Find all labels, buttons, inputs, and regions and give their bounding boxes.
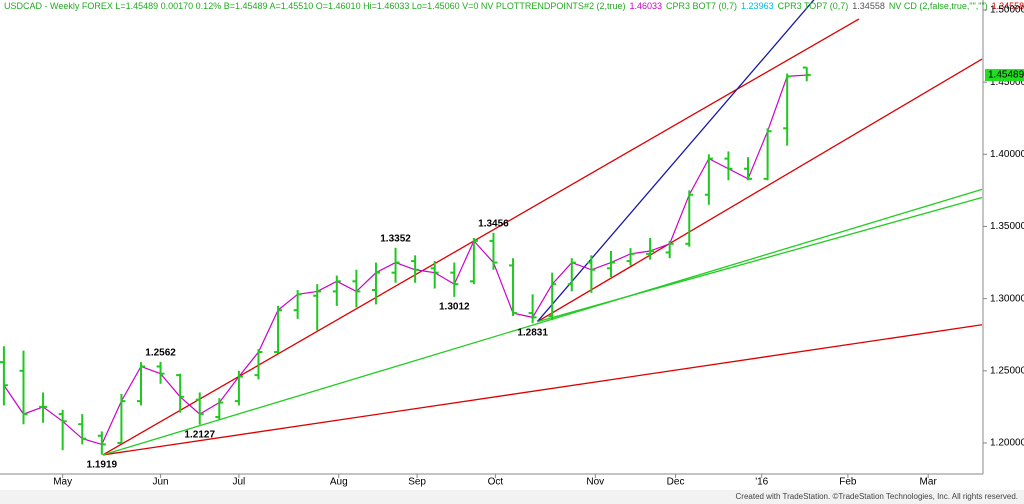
- close-line: [3, 74, 807, 446]
- header: USDCAD - Weekly FOREX L=1.45489 0.00170 …: [4, 1, 1024, 11]
- x-tick-label: Jun: [153, 477, 169, 488]
- swing-label: 1.1919: [87, 459, 118, 470]
- header-segment: 1.34558: [992, 1, 1024, 11]
- y-tick-label: 1.50000: [990, 5, 1024, 16]
- trend-line: [536, 0, 815, 323]
- last-price-tag: [985, 69, 1024, 82]
- y-tick-label: 1.35000: [990, 221, 1024, 232]
- swing-label: 1.3456: [478, 218, 509, 229]
- header-segment: 1.34558: [852, 1, 885, 11]
- x-tick-label: Aug: [330, 477, 348, 488]
- footer: Created with TradeStation. ©TradeStation…: [736, 492, 1019, 501]
- y-tick-label: 1.45000: [990, 77, 1024, 88]
- header-segment: 1.23963: [741, 1, 774, 11]
- swing-label: 1.3012: [439, 302, 470, 313]
- header-segment: CPR3 BOT7 (0,7): [666, 1, 737, 11]
- trend-line: [102, 18, 860, 456]
- x-tick-label: Jul: [232, 477, 245, 488]
- trend-line: [102, 188, 983, 456]
- y-tick-label: 1.30000: [990, 293, 1024, 304]
- y-tick-label: 1.25000: [990, 365, 1024, 376]
- x-tick-label: Dec: [667, 477, 685, 488]
- y-tick-label: 1.40000: [990, 149, 1024, 160]
- y-tick-label: 1.20000: [990, 438, 1024, 449]
- x-tick-label: Feb: [839, 477, 857, 488]
- header-segment: CPR3 TOP7 (0,7): [778, 1, 849, 11]
- x-tick-label: Mar: [920, 477, 938, 488]
- x-tick-label: Oct: [488, 477, 504, 488]
- swing-label: 1.2127: [184, 429, 215, 440]
- header-segment: NV CD (2,false,true,"",""): [889, 1, 988, 11]
- x-tick-label: May: [53, 477, 72, 488]
- trend-line: [102, 324, 983, 456]
- swing-label: 1.3352: [380, 233, 411, 244]
- header-segment: 1.46033: [629, 1, 662, 11]
- x-tick-label: Nov: [586, 477, 604, 488]
- swing-label: 1.2831: [517, 328, 548, 339]
- x-tick-label: Sep: [408, 477, 426, 488]
- drawing-layer: [102, 0, 983, 456]
- header-segment: USDCAD - Weekly FOREX L=1.45489 0.00170 …: [4, 1, 625, 11]
- last-price-label: 1.45489: [988, 70, 1024, 81]
- footer-bar: [0, 490, 1024, 504]
- trend-line: [537, 196, 983, 323]
- x-tick-label: '16: [755, 477, 768, 488]
- swing-label: 1.2562: [145, 347, 176, 358]
- trend-line: [536, 58, 983, 323]
